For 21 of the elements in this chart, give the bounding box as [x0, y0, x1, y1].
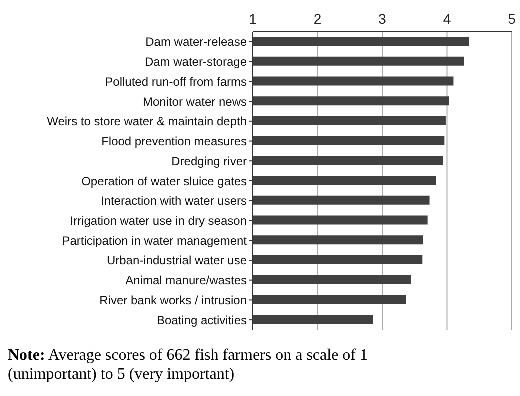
- y-tick-label: Irrigation water use in dry season: [70, 214, 247, 228]
- x-tick-label: 3: [378, 11, 387, 27]
- x-tick-label: 5: [508, 11, 516, 27]
- y-tick-label: Urban-industrial water use: [106, 254, 248, 268]
- y-tick-label: Dredging river: [172, 154, 247, 168]
- y-tick-label: Boating activities: [156, 313, 247, 328]
- text: Note: Average scores of 662 fish farmers on a scale of 1 (unimportant) to 5 (very important): [8, 346, 370, 384]
- x-tick-label: 2: [314, 11, 322, 27]
- y-tick-label: Animal manure/wastes: [126, 274, 247, 288]
- x-tick-label: 4: [443, 11, 452, 27]
- y-tick-label: Monitor water news: [142, 94, 247, 109]
- y-tick-label: Interaction with water users: [100, 194, 247, 208]
- x-tick-label: 1: [249, 11, 258, 27]
- y-tick-label: Participation in water management: [62, 234, 248, 248]
- y-tick-label: Dam water-storage: [144, 55, 248, 70]
- y-tick-label: Weirs to store water & maintain depth: [47, 114, 247, 129]
- y-tick-label: Flood prevention measures: [102, 134, 247, 149]
- y-tick-label: Operation of water sluice gates: [82, 174, 247, 188]
- y-tick-label: Dam water-release: [146, 35, 248, 50]
- y-tick-label: Polluted run-off from farms: [105, 74, 247, 89]
- y-tick-label: River bank works / intrusion: [100, 293, 247, 308]
